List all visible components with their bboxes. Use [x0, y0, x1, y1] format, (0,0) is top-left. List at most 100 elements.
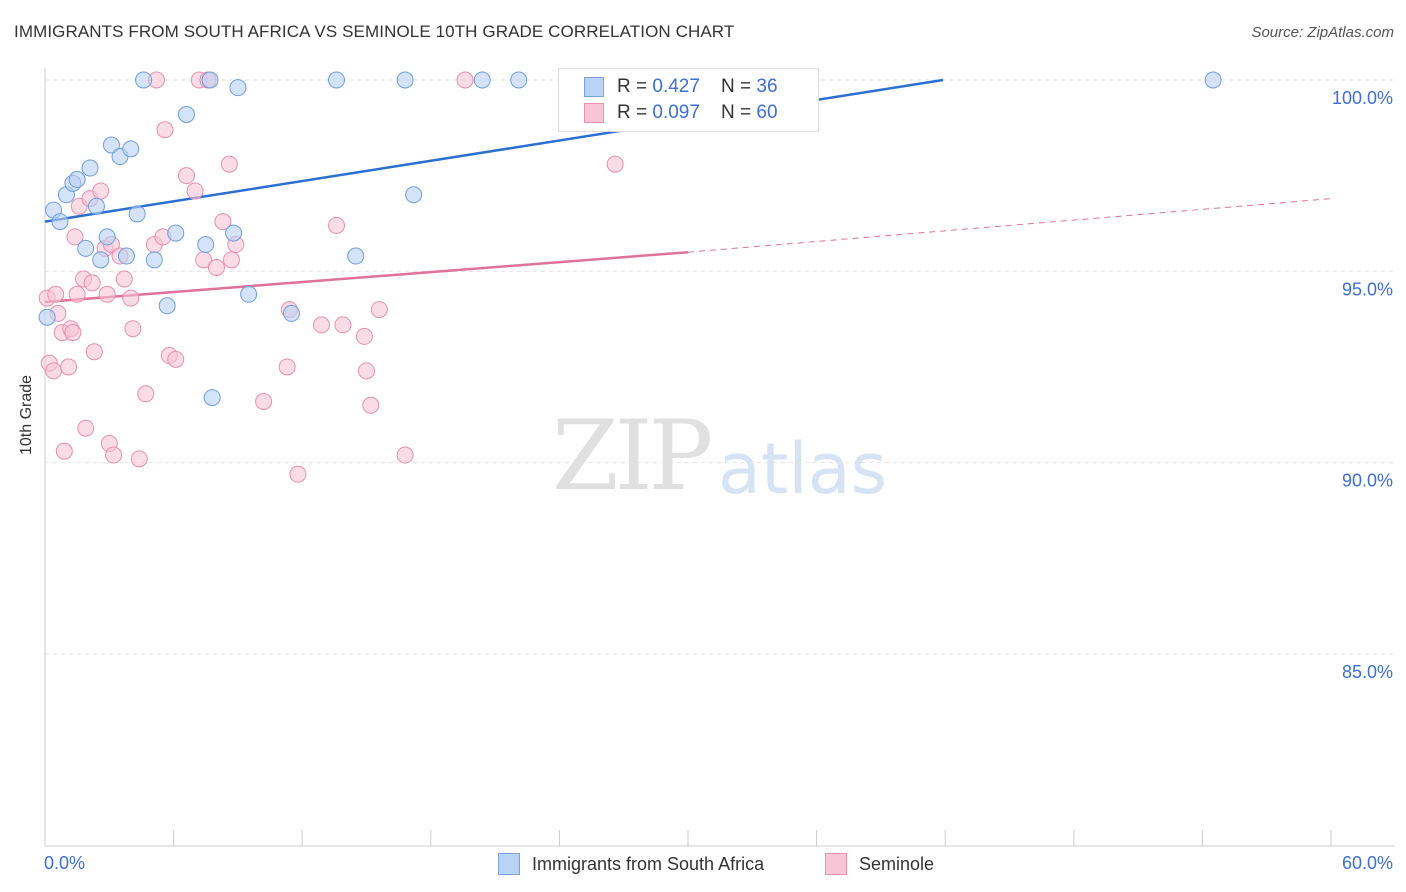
- point-south-africa: [51, 213, 69, 231]
- point-south-africa: [201, 71, 219, 89]
- source-note: Source: ZipAtlas.com: [1251, 24, 1394, 41]
- point-seminole: [312, 316, 330, 334]
- y-axis-label: 10th Grade: [18, 374, 35, 455]
- point-seminole: [77, 419, 95, 437]
- r-label: R =: [617, 76, 653, 97]
- point-seminole: [278, 358, 296, 376]
- point-seminole: [124, 320, 142, 338]
- point-south-africa: [122, 140, 140, 158]
- point-seminole: [122, 289, 140, 307]
- point-seminole: [156, 121, 174, 139]
- r-label: R =: [617, 102, 653, 123]
- axes: [44, 68, 1395, 847]
- r-value: 0.097: [652, 102, 700, 123]
- watermark-atlas: atlas: [718, 428, 888, 510]
- point-seminole: [167, 350, 185, 368]
- point-south-africa: [197, 236, 215, 254]
- point-seminole: [220, 155, 238, 173]
- point-seminole: [186, 182, 204, 200]
- point-seminole: [83, 274, 101, 292]
- point-south-africa: [327, 71, 345, 89]
- point-seminole: [68, 285, 86, 303]
- point-south-africa: [510, 71, 528, 89]
- r-value: 0.427: [652, 76, 700, 97]
- point-south-africa: [405, 186, 423, 204]
- data-points: [38, 71, 1222, 483]
- x-tick-label-max: 60.0%: [1342, 853, 1393, 873]
- legend-label: Immigrants from South Africa: [532, 853, 765, 874]
- n-label: N =: [721, 76, 757, 97]
- point-south-africa: [38, 308, 56, 326]
- legend-stats: R = 0.097 N = 60: [617, 102, 778, 124]
- point-south-africa: [240, 285, 258, 303]
- point-south-africa: [92, 251, 110, 269]
- point-seminole: [137, 385, 155, 403]
- point-seminole: [85, 343, 103, 361]
- point-seminole: [358, 362, 375, 380]
- watermark-zip: ZIP: [552, 400, 713, 512]
- n-value: 60: [756, 102, 778, 123]
- point-south-africa: [145, 251, 163, 269]
- point-seminole: [177, 167, 195, 185]
- grid-lines: [45, 79, 1395, 655]
- legend-stats: R = 0.427 N = 36: [617, 76, 778, 98]
- point-seminole: [105, 446, 123, 464]
- point-seminole: [334, 316, 352, 334]
- point-seminole: [55, 442, 73, 460]
- point-south-africa: [225, 224, 243, 242]
- point-seminole: [396, 446, 414, 464]
- legend-item-seminole: Seminole: [825, 851, 934, 877]
- trend-extension-seminole: [687, 198, 1332, 253]
- x-tick-labels: 0.0% 60.0%: [44, 853, 1393, 873]
- legend-item-south-africa: Immigrants from South Africa: [498, 851, 764, 877]
- point-seminole: [362, 396, 380, 414]
- legend-label: Seminole: [859, 853, 935, 874]
- point-south-africa: [167, 224, 185, 242]
- y-tick-label: 90.0%: [1342, 471, 1393, 491]
- point-south-africa: [68, 170, 86, 188]
- n-value: 36: [756, 76, 778, 97]
- legend-swatch-blue: [584, 77, 604, 97]
- point-south-africa: [87, 197, 105, 215]
- point-seminole: [92, 182, 110, 200]
- point-seminole: [60, 358, 78, 376]
- point-seminole: [207, 259, 225, 277]
- point-south-africa: [347, 247, 365, 265]
- point-south-africa: [117, 247, 135, 265]
- legend-swatch-blue: [498, 853, 520, 875]
- point-seminole: [370, 301, 388, 319]
- point-seminole: [45, 362, 63, 380]
- point-seminole: [222, 251, 240, 269]
- point-seminole: [130, 450, 148, 468]
- y-tick-labels: 100.0% 95.0% 90.0% 85.0%: [1332, 88, 1393, 682]
- point-south-africa: [135, 71, 153, 89]
- point-seminole: [255, 392, 273, 410]
- point-south-africa: [77, 239, 95, 257]
- correlation-legend: R = 0.427 N = 36 R = 0.097 N = 60: [558, 68, 819, 132]
- legend-swatch-pink: [825, 853, 847, 875]
- point-south-africa: [203, 389, 221, 407]
- point-seminole: [64, 324, 82, 342]
- point-seminole: [66, 228, 84, 246]
- point-seminole: [214, 213, 232, 231]
- point-seminole: [47, 285, 65, 303]
- y-tick-label: 85.0%: [1342, 662, 1393, 682]
- point-south-africa: [81, 159, 99, 177]
- point-seminole: [355, 327, 373, 345]
- point-south-africa: [396, 71, 414, 89]
- point-south-africa: [102, 136, 120, 154]
- point-south-africa: [158, 297, 176, 315]
- point-seminole: [98, 285, 116, 303]
- point-seminole: [327, 216, 345, 234]
- point-seminole: [115, 270, 133, 288]
- y-tick-label: 100.0%: [1332, 88, 1393, 108]
- point-south-africa: [282, 304, 300, 322]
- x-tick-label-min: 0.0%: [44, 853, 85, 873]
- chart-title: IMMIGRANTS FROM SOUTH AFRICA VS SEMINOLE…: [14, 22, 735, 41]
- point-south-africa: [177, 105, 195, 123]
- trend-line-seminole: [44, 250, 689, 304]
- point-seminole: [606, 155, 624, 173]
- point-south-africa: [473, 71, 491, 89]
- point-seminole: [289, 465, 307, 483]
